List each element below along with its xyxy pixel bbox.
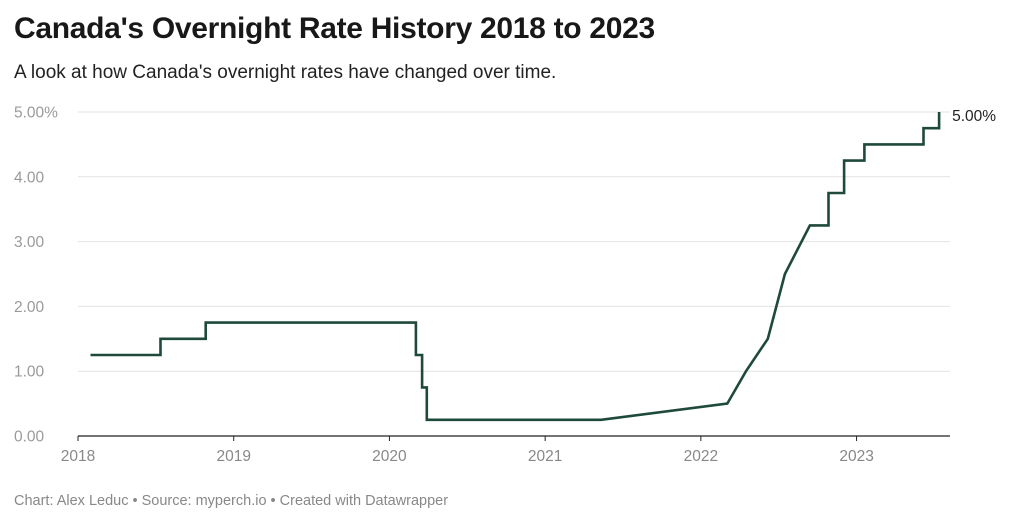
chart-footer-credit: Chart: Alex Leduc • Source: myperch.io •… bbox=[14, 493, 449, 509]
y-tick-label: 3.00 bbox=[14, 234, 45, 251]
x-tick-label: 2020 bbox=[372, 448, 407, 465]
y-tick-label: 4.00 bbox=[14, 169, 45, 186]
x-axis-ticks: 2018 2019 2020 2021 2022 2023 bbox=[61, 436, 874, 465]
x-tick-label: 2018 bbox=[61, 448, 95, 465]
x-tick-label: 2021 bbox=[528, 448, 562, 465]
y-tick-label: 2.00 bbox=[14, 299, 45, 316]
series-line-overnight-rate bbox=[90, 112, 941, 422]
y-tick-label: 0.00 bbox=[14, 429, 45, 446]
end-value-label: 5.00% bbox=[952, 108, 996, 125]
y-tick-label: 5.00% bbox=[14, 105, 58, 122]
x-tick-label: 2023 bbox=[839, 448, 873, 465]
gridlines bbox=[78, 111, 950, 437]
series-layer: 5.00% bbox=[90, 108, 996, 422]
chart-title: Canada's Overnight Rate History 2018 to … bbox=[14, 12, 655, 45]
x-tick-label: 2022 bbox=[684, 448, 718, 465]
y-tick-label: 1.00 bbox=[14, 364, 45, 381]
x-tick-label: 2019 bbox=[216, 448, 250, 465]
chart-subtitle: A look at how Canada's overnight rates h… bbox=[14, 62, 557, 83]
y-axis-ticks: 0.00 1.00 2.00 3.00 4.00 5.00% bbox=[14, 105, 58, 446]
